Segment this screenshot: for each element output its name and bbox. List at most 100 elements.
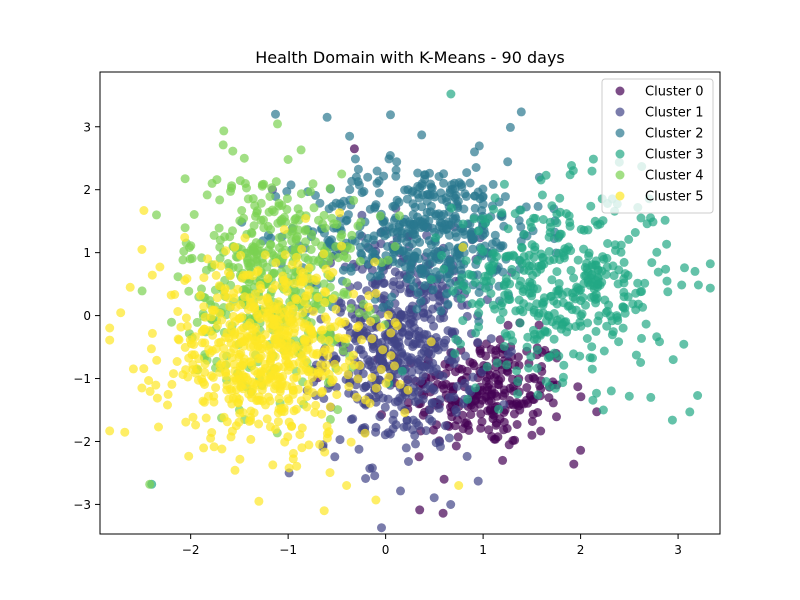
data-point [637,333,646,343]
data-point [262,294,272,304]
data-point [471,163,481,172]
data-point [402,194,412,204]
data-point [239,341,249,351]
data-point [466,410,476,420]
data-point [273,417,283,427]
data-point [301,225,311,235]
data-point [361,328,371,338]
data-point [606,386,616,396]
data-point [287,260,297,270]
data-point [576,445,586,455]
data-point [498,241,508,251]
data-point [237,206,247,215]
data-point [386,110,395,120]
data-point [333,405,343,415]
data-point [329,219,339,229]
data-point [321,287,331,297]
data-point [246,406,256,416]
data-point [429,493,439,503]
data-point [374,188,384,198]
data-point [573,255,583,265]
data-point [399,310,409,320]
data-point [152,210,161,220]
data-point [579,225,589,235]
data-point [513,376,523,386]
data-point [454,481,464,490]
data-point [325,468,335,478]
data-point [173,307,183,316]
data-point [198,326,208,336]
data-point [544,232,554,242]
data-point [282,286,292,296]
data-point [325,414,335,424]
data-point [624,234,634,244]
data-point [328,375,338,385]
data-point [461,256,471,266]
data-point [458,316,468,326]
data-point [274,233,284,243]
data-point [391,171,401,181]
data-point [616,240,626,250]
data-point [471,328,481,338]
data-point [253,395,263,405]
data-point [435,313,445,323]
x-tick-label: 0 [382,543,390,557]
data-point [353,374,363,384]
data-point [320,447,330,457]
data-point [212,293,222,303]
data-point [569,349,578,359]
data-point [257,385,267,395]
data-point [298,344,308,354]
data-point [173,272,183,282]
data-point [120,427,130,437]
data-point [565,217,575,227]
data-point [152,355,162,365]
data-point [403,378,412,388]
data-point [438,508,448,518]
data-point [208,330,218,340]
data-point [200,380,209,389]
data-point [456,294,466,304]
data-point [569,273,579,283]
data-point [467,299,477,309]
data-point [451,228,461,238]
data-point [304,263,314,273]
data-point [624,391,634,401]
data-point [587,166,597,176]
data-point [429,321,439,331]
data-point [603,239,613,248]
data-point [619,257,629,267]
data-point [325,402,335,412]
data-point [319,506,329,516]
data-point [451,253,461,263]
legend-label: Cluster 4 [645,169,704,184]
data-point [260,250,270,260]
data-point [367,362,377,372]
data-point [308,349,318,359]
data-point [227,183,236,193]
data-point [229,359,239,369]
data-point [249,221,259,231]
data-point [167,317,176,327]
data-point [693,280,703,290]
data-point [502,360,512,370]
data-point [403,398,413,408]
data-point [221,371,231,381]
data-point [321,314,331,324]
data-point [511,399,521,409]
data-point [529,252,539,262]
data-point [371,288,381,298]
data-point [354,344,364,354]
data-point [239,213,249,223]
data-point [184,451,194,461]
series-cluster-2 [237,107,564,326]
data-point [407,187,417,197]
data-point [237,273,247,283]
data-point [220,232,230,242]
data-point [519,284,529,294]
data-point [601,308,611,318]
data-point [170,290,180,299]
data-point [371,279,380,289]
data-point [462,285,471,295]
data-point [408,425,418,435]
